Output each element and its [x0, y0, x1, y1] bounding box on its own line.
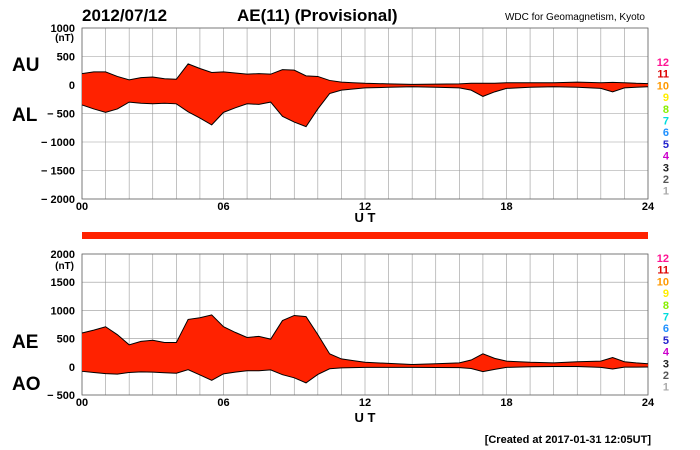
x-tick-label: 06 [217, 201, 229, 213]
au-al-fill-area [82, 63, 648, 127]
legend-count: 8 [663, 300, 669, 312]
source-label: WDC for Geomagnetism, Kyoto [505, 12, 645, 23]
legend-count: 3 [663, 162, 669, 174]
au-al-x-axis-label: U T [355, 210, 376, 225]
legend-count: 12 [657, 57, 669, 69]
legend-count: 3 [663, 358, 669, 370]
y-tick-label: 0 [69, 80, 75, 92]
legend-count: 10 [657, 80, 669, 92]
legend-count: 6 [663, 323, 669, 335]
x-tick-label: 24 [642, 397, 655, 409]
y-tick-label: − 2000 [41, 194, 75, 206]
ae-ao-x-tick-labels: 00 06 12 18 24 [76, 397, 655, 409]
au-al-unit-label: (nT) [55, 33, 74, 44]
x-tick-label: 00 [76, 397, 88, 409]
ae-ao-unit-label: (nT) [55, 261, 74, 272]
series-line-ao [81, 366, 649, 384]
ae-ao-fill-area [82, 314, 648, 383]
plot-frame [81, 27, 649, 200]
legend-count: 9 [663, 288, 669, 300]
ae-ao-panel: 2000 1500 1000 500 0 − 500 00 06 12 18 24 (nT) U … [12, 249, 655, 425]
legend-count: 7 [663, 312, 669, 324]
y-tick-label: 1000 [51, 305, 75, 317]
ae-ao-y-tick-labels: 2000 1500 1000 500 0 − 500 [47, 249, 75, 402]
legend-count: 5 [663, 335, 669, 347]
ao-label: AO [12, 374, 41, 395]
au-al-x-tick-labels: 00 06 12 18 24 [76, 201, 655, 213]
x-tick-label: 06 [217, 397, 229, 409]
legend-count: 1 [663, 382, 669, 394]
series-line-al [81, 86, 649, 128]
x-tick-label: 00 [76, 201, 88, 213]
index-title: AE(11) (Provisional) [237, 6, 398, 25]
ae-ao-grid [81, 253, 649, 396]
data-coverage-bar [82, 232, 648, 239]
y-tick-label: 2000 [51, 249, 75, 261]
series-line-ae [81, 314, 649, 366]
y-tick-label: − 1500 [41, 166, 75, 178]
y-tick-label: 0 [69, 362, 75, 374]
au-al-y-tick-labels: 1000 500 0 − 500 − 1000 − 1500 − 2000 [41, 23, 75, 206]
legend-count: 9 [663, 92, 669, 104]
legend-count: 4 [663, 347, 670, 359]
legend-count: 11 [657, 69, 669, 81]
y-tick-label: 500 [57, 52, 75, 64]
ae-label: AE [12, 332, 38, 353]
au-al-grid [81, 27, 649, 200]
au-label: AU [12, 55, 39, 76]
legend-count: 8 [663, 104, 669, 116]
legend-count: 11 [657, 265, 669, 277]
legend-count: 7 [663, 116, 669, 128]
legend-count: 12 [657, 253, 669, 265]
legend-count: 5 [663, 139, 669, 151]
y-tick-label: 1500 [51, 277, 75, 289]
x-tick-label: 24 [642, 201, 655, 213]
legend-count: 2 [663, 370, 669, 382]
series-line-au [81, 63, 649, 85]
ae-ao-x-axis-label: U T [355, 410, 376, 425]
legend-count: 2 [663, 174, 669, 186]
legend-count: 4 [663, 151, 670, 163]
x-tick-label: 18 [500, 397, 512, 409]
y-tick-label: − 1000 [41, 137, 75, 149]
legend-count: 6 [663, 127, 669, 139]
created-timestamp: [Created at 2017-01-31 12:05UT] [485, 434, 652, 446]
legend-count: 1 [663, 186, 669, 198]
plot-frame [81, 253, 649, 396]
au-al-area [81, 63, 649, 128]
y-tick-label: 1000 [51, 23, 75, 35]
y-tick-label: 500 [57, 334, 75, 346]
legend-count: 10 [657, 276, 669, 288]
al-label: AL [12, 105, 38, 126]
ae-ao-area [81, 314, 649, 384]
y-tick-label: − 500 [47, 109, 75, 121]
x-tick-label: 12 [359, 397, 371, 409]
au-al-panel: 1000 500 0 − 500 − 1000 − 1500 − 2000 00 06 12 18… [12, 23, 655, 225]
y-tick-label: − 500 [47, 390, 75, 402]
x-tick-label: 18 [500, 201, 512, 213]
date-title: 2012/07/12 [82, 6, 167, 25]
x-tick-label: 12 [359, 201, 371, 213]
